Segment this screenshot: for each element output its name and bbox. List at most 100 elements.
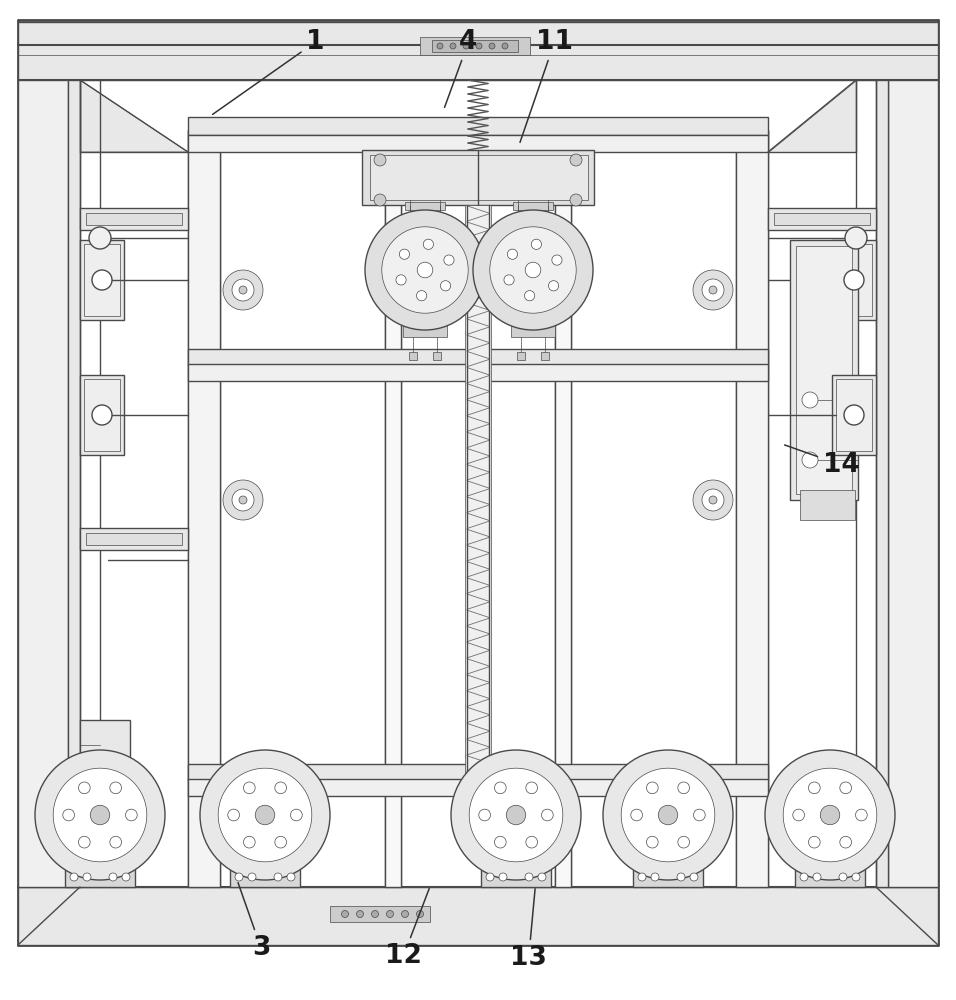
Circle shape [765,750,895,880]
Circle shape [678,836,689,848]
Circle shape [451,750,581,880]
Circle shape [525,262,541,278]
Circle shape [444,255,454,265]
Circle shape [856,809,867,821]
Circle shape [218,768,312,862]
Circle shape [122,873,130,881]
Circle shape [400,249,409,259]
Bar [836,379,872,451]
Circle shape [800,873,808,881]
Circle shape [489,43,495,49]
Circle shape [844,405,864,425]
Circle shape [54,768,147,862]
Circle shape [228,809,240,821]
Circle shape [274,836,287,848]
Circle shape [424,239,433,249]
Circle shape [659,805,678,825]
Circle shape [291,809,302,821]
Bar [65,867,135,887]
Text: 14: 14 [785,445,859,478]
Bar [80,528,188,550]
Circle shape [526,836,537,848]
Bar [188,764,768,780]
Circle shape [702,489,724,511]
Bar [18,887,938,945]
Circle shape [690,873,698,881]
Text: 4: 4 [445,29,478,107]
Circle shape [287,873,295,881]
Circle shape [396,275,406,285]
Circle shape [92,270,112,290]
Text: 11: 11 [520,29,573,142]
Circle shape [820,805,839,825]
Circle shape [110,836,121,848]
Circle shape [538,873,546,881]
Circle shape [508,249,517,259]
Circle shape [386,910,394,918]
Bar [876,80,888,887]
Bar [795,867,865,887]
Circle shape [450,43,456,49]
Bar [409,352,417,360]
Bar [80,240,124,320]
Circle shape [603,750,733,880]
Bar [432,40,518,52]
Circle shape [693,809,706,821]
Circle shape [702,279,724,301]
Circle shape [476,43,482,49]
Circle shape [402,910,408,918]
Bar [18,80,68,887]
Circle shape [839,782,852,794]
Circle shape [248,873,256,881]
Circle shape [473,210,593,330]
Circle shape [526,782,537,794]
Circle shape [255,805,274,825]
Circle shape [486,873,494,881]
Bar [796,246,852,494]
Circle shape [239,286,247,294]
Bar [513,202,553,210]
Circle shape [844,270,864,290]
Bar [84,379,120,451]
Bar [188,364,768,381]
Bar [541,352,549,360]
Bar [420,37,530,55]
Bar [403,325,447,337]
Bar [555,200,571,887]
Circle shape [839,836,852,848]
Circle shape [525,291,534,301]
Bar [800,490,855,520]
Bar [18,22,938,80]
Circle shape [709,496,717,504]
Circle shape [709,286,717,294]
Bar [330,906,430,922]
Circle shape [437,43,443,49]
Bar [80,720,130,770]
Bar [832,375,876,455]
Circle shape [110,782,121,794]
Circle shape [357,910,363,918]
Circle shape [365,210,485,330]
Circle shape [239,496,247,504]
Text: 13: 13 [511,889,547,971]
Circle shape [374,154,386,166]
Circle shape [693,480,733,520]
Circle shape [70,873,78,881]
Circle shape [499,873,507,881]
Circle shape [570,194,582,206]
Circle shape [232,489,254,511]
Bar [86,533,182,545]
Circle shape [83,873,91,881]
Bar [80,375,124,455]
Bar [385,200,401,887]
Circle shape [341,910,349,918]
Bar [517,352,525,360]
Bar [188,349,768,365]
Bar [433,352,441,360]
Circle shape [417,910,424,918]
Circle shape [541,809,554,821]
Bar [790,240,858,500]
Circle shape [802,392,818,408]
Circle shape [552,255,562,265]
Circle shape [125,809,138,821]
